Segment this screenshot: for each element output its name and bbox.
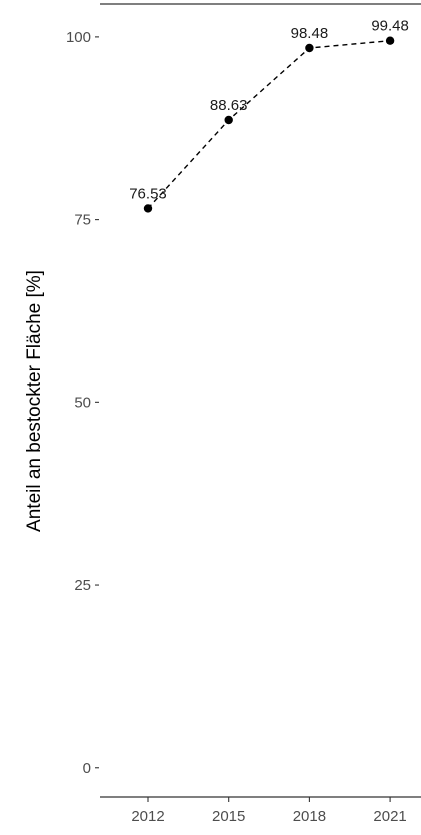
y-tick-label: 25: [74, 577, 91, 594]
x-tick-label: 2021: [373, 808, 406, 825]
series-line: [147, 40, 391, 209]
y-tick-label: 100: [66, 29, 91, 46]
data-point: [224, 115, 233, 125]
data-label: 88.63: [210, 97, 248, 114]
data-points: [143, 36, 395, 213]
data-point: [143, 204, 153, 213]
data-point: [305, 43, 314, 53]
y-axis-title: Anteil an bestockter Fläche [%]: [24, 270, 45, 532]
x-tick-label: 2015: [212, 808, 245, 825]
y-axis: 0 25 50 75 100: [66, 29, 99, 777]
x-tick-label: 2012: [131, 808, 164, 825]
x-axis: 2012 2015 2018 2021: [131, 797, 407, 825]
data-labels: 76.53 88.63 98.48 99.48: [129, 18, 409, 203]
y-tick-label: 50: [74, 394, 91, 411]
data-point: [385, 36, 395, 45]
y-tick-label: 0: [83, 760, 91, 777]
data-label: 76.53: [129, 185, 167, 202]
y-tick-label: 75: [74, 212, 91, 229]
x-tick-label: 2018: [293, 808, 326, 825]
data-label: 98.48: [291, 25, 329, 42]
data-label: 99.48: [371, 18, 409, 35]
